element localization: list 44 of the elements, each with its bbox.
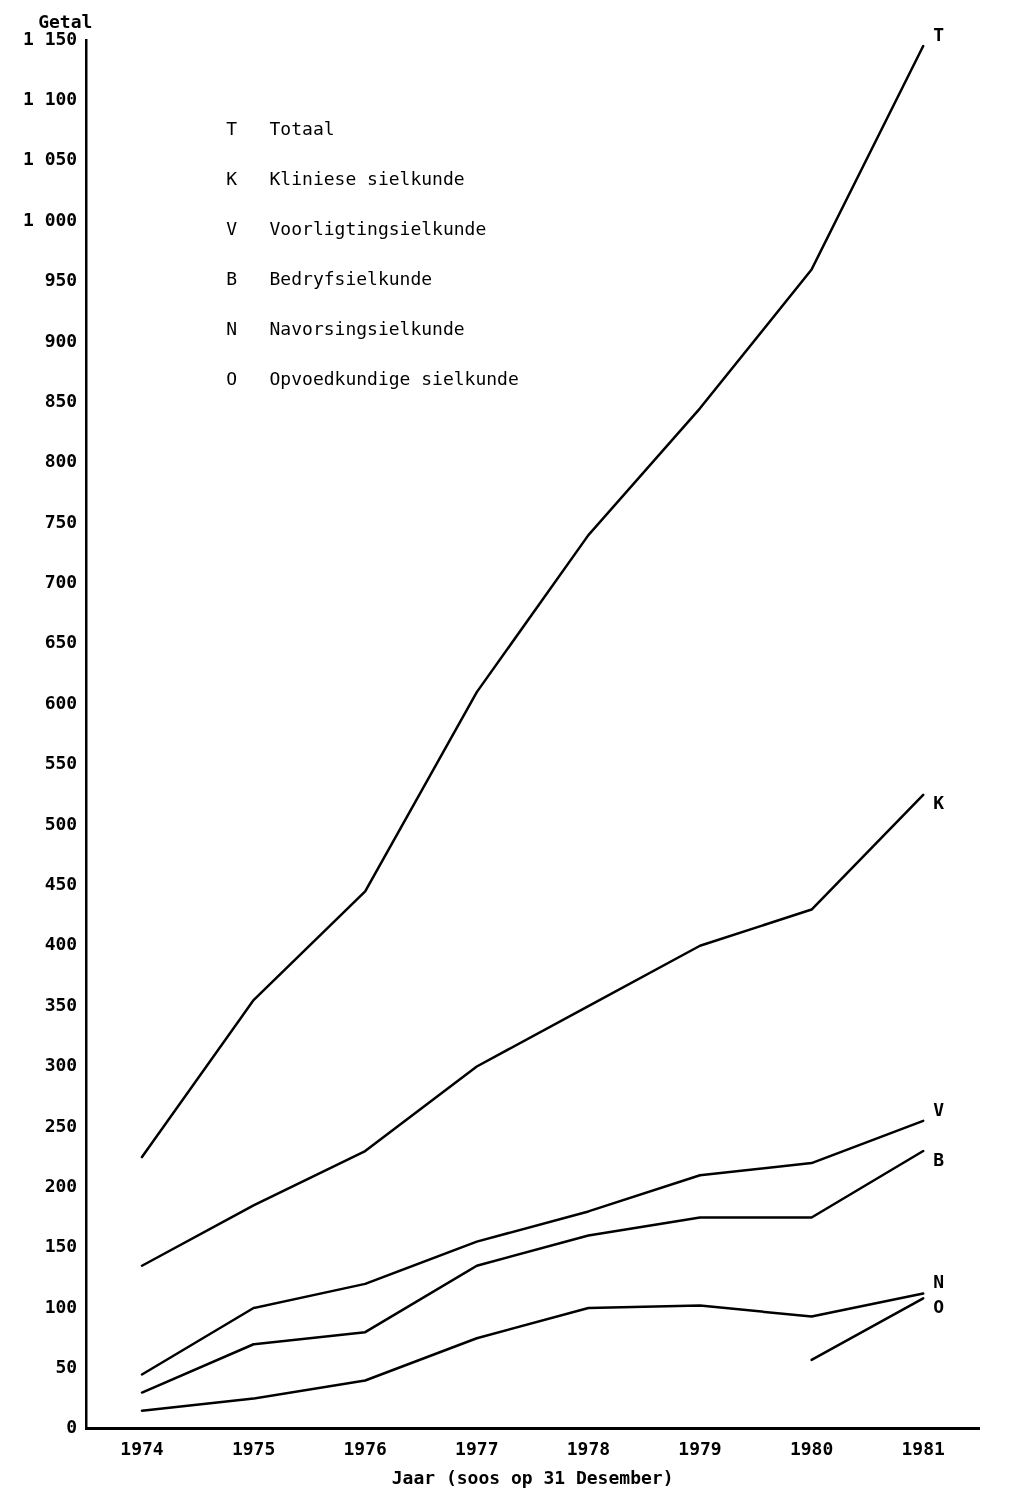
annotation: N Navorsingsielkunde (226, 317, 465, 339)
y-tick-label: 750 (44, 510, 78, 532)
x-tick-label: 1976 (343, 1438, 387, 1460)
x-tick-label: 1977 (455, 1438, 499, 1460)
y-tick-label: 500 (44, 812, 78, 834)
y-tick-label: 950 (44, 269, 78, 291)
y-tick-label: 150 (44, 1235, 78, 1257)
x-tick-label: 1978 (566, 1438, 611, 1460)
series-label: N (933, 1271, 945, 1293)
y-tick-label: 100 (44, 1295, 78, 1317)
y-tick-label: 1 050 (23, 148, 78, 170)
x-tick-label: 1974 (120, 1438, 164, 1460)
y-tick-label: 650 (44, 631, 78, 653)
x-tick-label: 1981 (901, 1438, 945, 1460)
y-tick-label: 250 (44, 1114, 78, 1136)
annotation: K Kliniese sielkunde (226, 167, 465, 189)
y-tick-label: 600 (44, 691, 78, 713)
series-label: B (933, 1148, 945, 1170)
series-label: T (933, 23, 945, 45)
series-label: V (933, 1098, 945, 1120)
y-tick-label: 400 (44, 933, 78, 955)
annotation: O Opvoedkundige sielkunde (226, 367, 519, 389)
y-tick-label: 0 (66, 1416, 78, 1438)
y-tick-label: 900 (44, 329, 78, 351)
y-tick-label: 1 100 (23, 88, 78, 110)
y-tick-label: 300 (44, 1054, 78, 1076)
y-tick-label: 700 (44, 571, 78, 593)
y-tick-label: 850 (44, 389, 78, 411)
x-tick-label: 1979 (678, 1438, 722, 1460)
x-axis-title: Jaar (soos op 31 Desember) (391, 1466, 674, 1488)
series-label: K (933, 792, 945, 814)
x-tick-label: 1980 (789, 1438, 834, 1460)
y-tick-label: 450 (44, 873, 78, 895)
y-tick-label: 800 (44, 450, 78, 472)
x-tick-label: 1975 (231, 1438, 276, 1460)
y-tick-label: 350 (44, 993, 78, 1015)
annotation: B Bedryfsielkunde (226, 267, 433, 289)
y-tick-label: 200 (44, 1174, 78, 1196)
y-tick-label: 1 000 (23, 208, 78, 230)
annotation: V Voorligtingsielkunde (226, 217, 487, 239)
annotation: T Totaal (226, 117, 335, 139)
series-label: O (933, 1296, 945, 1318)
y-tick-label: 550 (44, 752, 78, 774)
y-tick-label: 50 (55, 1356, 78, 1378)
